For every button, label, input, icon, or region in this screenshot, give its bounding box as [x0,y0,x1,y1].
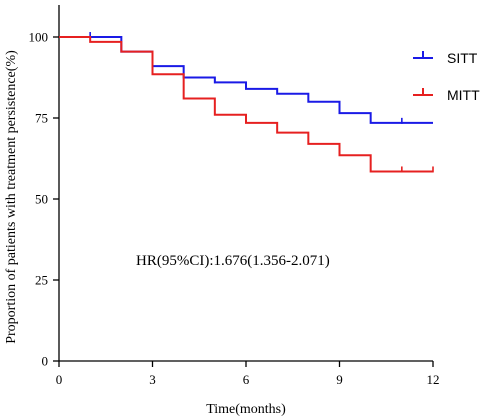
x-tick-label: 0 [56,372,63,387]
series-line-mitt [59,36,433,173]
legend-label-sitt: SITT [447,50,478,66]
hr-annotation: HR(95%CI):1.676(1.356-2.071) [136,253,330,269]
y-tick-label: 0 [42,354,49,369]
x-tick-label: 3 [149,372,156,387]
legend: SITT MITT [413,50,480,103]
series-line-sitt [59,36,433,124]
axes: 0 3 6 9 12 0 25 50 75 100 [29,5,440,387]
x-tick-label: 9 [336,372,343,387]
y-tick-label: 25 [35,273,48,288]
y-axis-title: Proportion of patients with treatment pe… [4,50,19,344]
x-tick-label: 12 [427,372,440,387]
x-axis-title: Time(months) [206,402,286,417]
legend-label-mitt: MITT [447,87,480,103]
y-tick-label: 100 [29,30,49,45]
y-tick-label: 50 [35,192,48,207]
series-layer [59,32,434,173]
y-tick-label: 75 [35,111,48,126]
x-tick-label: 6 [243,372,250,387]
